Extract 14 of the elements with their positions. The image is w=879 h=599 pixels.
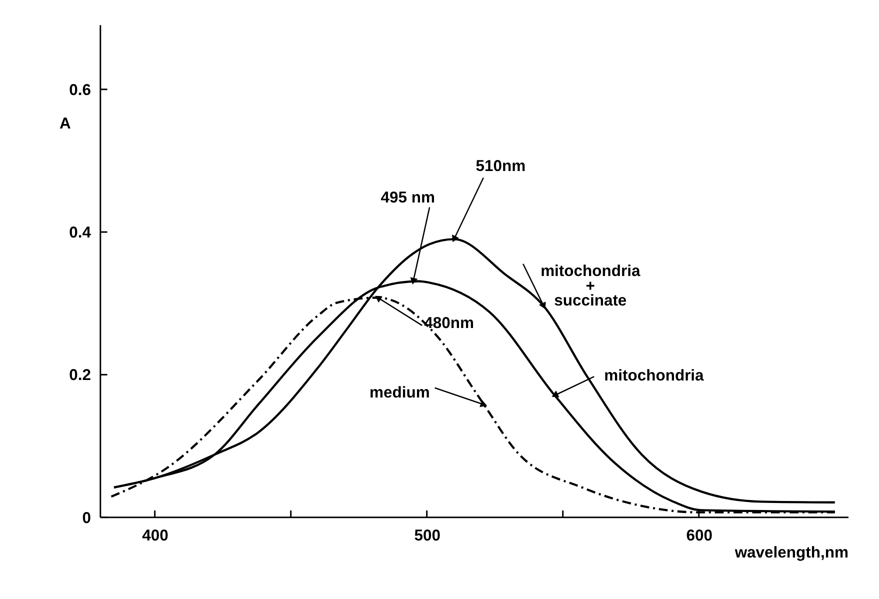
y-tick-label: 0.2 xyxy=(69,367,92,384)
x-axis-title: wavelength,nm xyxy=(734,544,848,562)
annotation: 480nm xyxy=(424,314,474,332)
y-axis-title: A xyxy=(59,116,71,133)
text: medium xyxy=(369,384,430,402)
annotation: 510nm xyxy=(476,158,526,175)
legend-label: mitochondria xyxy=(604,368,704,385)
annotation: 495 nm xyxy=(380,189,435,206)
x-tick-label: 400 xyxy=(142,527,169,544)
y-tick-label: 0.4 xyxy=(69,224,92,242)
x-tick-label: 600 xyxy=(686,527,713,544)
x-tick-label: 500 xyxy=(414,527,441,544)
y-tick-label: 0.6 xyxy=(69,82,92,99)
y-tick-label: 0 xyxy=(82,510,92,527)
